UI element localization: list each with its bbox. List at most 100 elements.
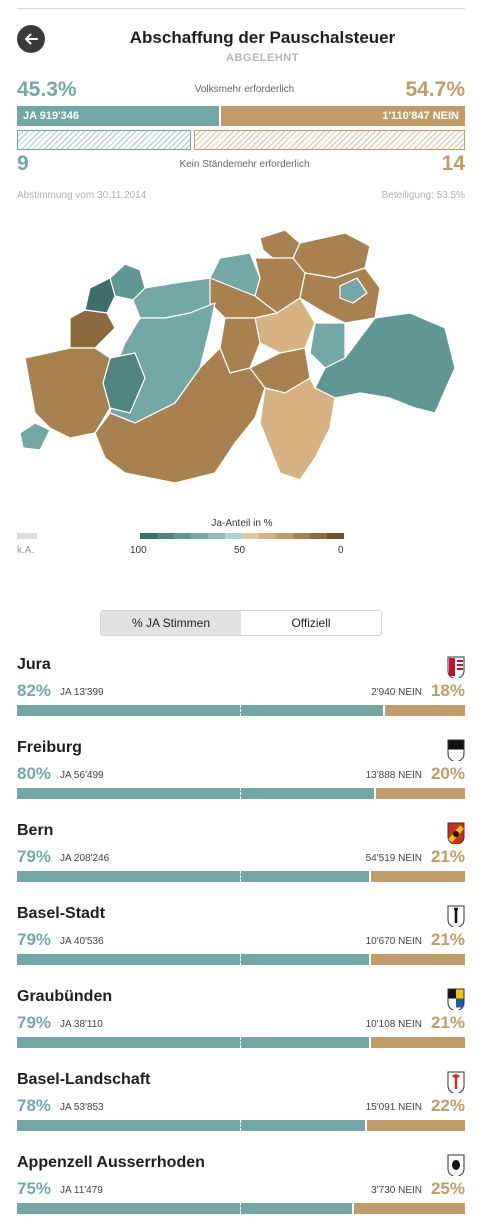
canton-yes-percentage: 80% bbox=[17, 764, 52, 783]
canton-no-segment bbox=[371, 954, 465, 965]
canton-no-percentage: 25% bbox=[430, 1179, 465, 1198]
no-percentage: 54.7% bbox=[405, 78, 465, 101]
canton-no-percentage: 20% bbox=[430, 764, 465, 783]
canton-name: Basel-Landschaft bbox=[17, 1071, 151, 1088]
canton-yes-segment bbox=[17, 1120, 365, 1131]
legend-tick-0: 0 bbox=[338, 545, 344, 556]
canton-name: Jura bbox=[17, 656, 51, 673]
canton-row[interactable]: Graubünden 79% JA 38'110 10'108 NEIN 21% bbox=[17, 988, 465, 1071]
popular-vote-no-segment: 1'110'847 NEIN bbox=[221, 106, 465, 126]
legend-tick-100: 100 bbox=[130, 545, 147, 556]
canton-no-percentage: 18% bbox=[430, 681, 465, 700]
canton-result-bar bbox=[17, 1203, 465, 1214]
canton-name: Freiburg bbox=[17, 739, 82, 756]
legend-swatch bbox=[327, 533, 344, 539]
view-toggle: % JA Stimmen Offiziell bbox=[100, 610, 382, 636]
legend-swatch bbox=[157, 533, 174, 539]
canton-no-percentage: 21% bbox=[430, 1013, 465, 1032]
legend-swatch bbox=[310, 533, 327, 539]
legend-swatch bbox=[225, 533, 242, 539]
canton-result-bar bbox=[17, 705, 465, 716]
toggle-official[interactable]: Offiziell bbox=[291, 616, 331, 630]
canton-no-segment bbox=[354, 1203, 465, 1214]
basel-stadt-flag-icon bbox=[447, 905, 465, 927]
jura-flag-icon bbox=[447, 656, 465, 678]
canton-yes-percentage: 78% bbox=[17, 1096, 52, 1115]
canton-name: Graubünden bbox=[17, 988, 113, 1005]
result-status: ABGELEHNT bbox=[226, 52, 299, 64]
cantons-no-count: 14 bbox=[441, 152, 465, 175]
canton-no-percentage: 22% bbox=[430, 1096, 465, 1115]
map-region-west[interactable] bbox=[24, 347, 111, 439]
arrow-left-icon bbox=[25, 33, 38, 45]
popular-vote-bar: JA 919'346 1'110'847 NEIN bbox=[17, 106, 465, 126]
canton-majority-line bbox=[240, 1203, 241, 1214]
turnout: Beteiligung: 53.5% bbox=[381, 190, 465, 201]
staendemehr-label: Kein Ständemehr erforderlich bbox=[179, 159, 310, 170]
map-region-geneva[interactable] bbox=[19, 422, 51, 451]
popular-vote-yes-segment: JA 919'346 bbox=[17, 106, 219, 126]
canton-no-segment bbox=[385, 705, 465, 716]
canton-no-votes: 3'730 NEIN bbox=[371, 1185, 422, 1196]
canton-no-votes: 13'888 NEIN bbox=[365, 770, 422, 781]
canton-result-bar bbox=[17, 1037, 465, 1048]
legend-swatch bbox=[259, 533, 276, 539]
map-region-neuchatel[interactable] bbox=[69, 309, 116, 349]
canton-no-votes: 54'519 NEIN bbox=[365, 853, 422, 864]
canton-no-percentage: 21% bbox=[430, 847, 465, 866]
canton-no-segment bbox=[367, 1120, 465, 1131]
canton-majority-line bbox=[240, 705, 241, 716]
canton-row[interactable]: Basel-Stadt 79% JA 40'536 10'670 NEIN 21% bbox=[17, 905, 465, 988]
freiburg-flag-icon bbox=[447, 739, 465, 761]
bern-flag-icon bbox=[447, 822, 465, 844]
canton-yes-segment bbox=[17, 954, 369, 965]
canton-name: Bern bbox=[17, 822, 54, 839]
canton-row[interactable]: Appenzell Ausserrhoden 75% JA 11'479 3'730 … bbox=[17, 1154, 465, 1224]
canton-majority-line bbox=[240, 1037, 241, 1048]
legend-swatch bbox=[208, 533, 225, 539]
map-region-lucerne[interactable] bbox=[254, 297, 316, 354]
appenzell-ausserrhoden-flag-icon bbox=[447, 1154, 465, 1176]
back-button[interactable] bbox=[17, 25, 45, 53]
map-region-ticino[interactable] bbox=[259, 377, 336, 481]
cantonal-vote-bar bbox=[17, 130, 465, 150]
canton-name: Basel-Stadt bbox=[17, 905, 106, 922]
canton-no-votes: 10'108 NEIN bbox=[365, 1019, 422, 1030]
map-region-valais[interactable] bbox=[94, 347, 266, 484]
yes-percentage: 45.3% bbox=[17, 78, 77, 101]
canton-yes-percentage: 79% bbox=[17, 847, 52, 866]
canton-no-percentage: 21% bbox=[430, 930, 465, 949]
legend-tick-50: 50 bbox=[234, 545, 246, 556]
canton-majority-line bbox=[240, 954, 241, 965]
canton-no-votes: 10'670 NEIN bbox=[365, 936, 422, 947]
canton-yes-votes: JA 13'399 bbox=[60, 687, 104, 698]
canton-no-votes: 15'091 NEIN bbox=[365, 1102, 422, 1113]
switzerland-map[interactable] bbox=[15, 218, 455, 488]
canton-no-segment bbox=[376, 788, 465, 799]
canton-yes-votes: JA 56'499 bbox=[60, 770, 104, 781]
canton-row[interactable]: Basel-Landschaft 78% JA 53'853 15'091 NEIN 2… bbox=[17, 1071, 465, 1154]
canton-row[interactable]: Jura 82% JA 13'399 2'940 NEIN 18% bbox=[17, 656, 465, 739]
canton-row[interactable]: Freiburg 80% JA 56'499 13'888 NEIN 20% bbox=[17, 739, 465, 822]
canton-yes-votes: JA 40'536 bbox=[60, 936, 104, 947]
canton-result-bar bbox=[17, 788, 465, 799]
canton-row[interactable]: Bern 79% JA 208'246 54'519 NEIN 21% bbox=[17, 822, 465, 905]
canton-yes-segment bbox=[17, 1203, 352, 1214]
map-region-jura[interactable] bbox=[84, 277, 116, 314]
toggle-yes-percent[interactable]: % JA Stimmen bbox=[101, 611, 241, 635]
legend-na-swatch bbox=[17, 533, 37, 539]
canton-yes-segment bbox=[17, 1037, 369, 1048]
graubuenden-flag-icon bbox=[447, 988, 465, 1010]
legend-color-scale bbox=[140, 533, 344, 539]
canton-yes-votes: JA 208'246 bbox=[60, 853, 110, 864]
map-region-appenzell[interactable] bbox=[339, 277, 368, 304]
canton-result-bar bbox=[17, 1120, 465, 1131]
canton-no-segment bbox=[371, 871, 465, 882]
canton-yes-percentage: 82% bbox=[17, 681, 52, 700]
canton-no-segment bbox=[371, 1037, 465, 1048]
canton-majority-line bbox=[240, 1120, 241, 1131]
legend-swatch bbox=[191, 533, 208, 539]
canton-yes-segment bbox=[17, 871, 369, 882]
canton-majority-line bbox=[240, 788, 241, 799]
cantonal-vote-yes-segment bbox=[17, 130, 191, 150]
